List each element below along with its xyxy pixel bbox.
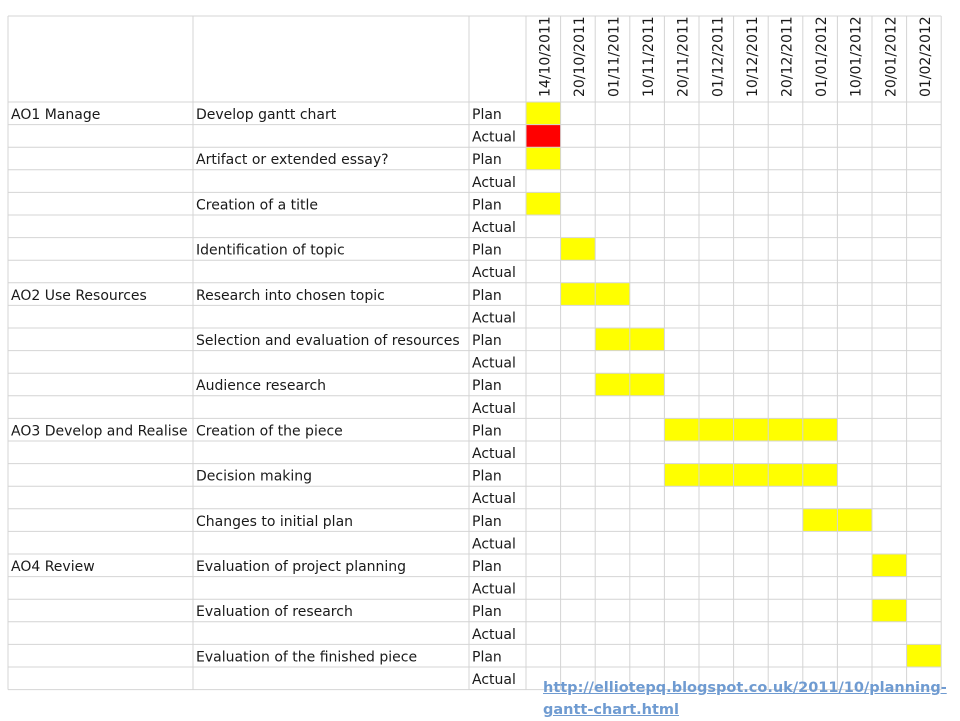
task-label: Changes to initial plan	[196, 514, 353, 530]
task-label: Decision making	[196, 469, 312, 485]
row-kind-label: Plan	[472, 288, 502, 304]
task-label: Creation of a title	[196, 197, 318, 213]
date-header-label: 10/01/2012	[849, 16, 865, 97]
row-kind-label: Actual	[472, 491, 516, 507]
gantt-bar	[664, 463, 838, 487]
date-header-label: 01/12/2011	[710, 16, 726, 97]
date-header-label: 01/01/2012	[814, 16, 830, 97]
gantt-bar	[526, 124, 561, 148]
task-label: Evaluation of the finished piece	[196, 649, 417, 665]
row-kind-label: Actual	[472, 130, 516, 146]
row-kind-label: Actual	[472, 175, 516, 191]
row-kind-label: Plan	[472, 604, 502, 620]
date-header-label: 01/11/2011	[607, 16, 623, 97]
row-kind-label: Actual	[472, 627, 516, 643]
task-label: Audience research	[196, 378, 326, 394]
gantt-bar	[526, 192, 561, 215]
task-label: Identification of topic	[196, 243, 345, 259]
date-header-label: 10/12/2011	[745, 16, 761, 97]
row-kind-label: Plan	[472, 559, 502, 575]
gantt-bar	[872, 554, 907, 577]
row-kind-label: Plan	[472, 197, 502, 213]
row-kind-label: Plan	[472, 469, 502, 485]
section-label: AO3 Develop and Realise	[11, 423, 188, 439]
task-label: Evaluation of research	[196, 604, 353, 620]
row-kind-label: Plan	[472, 333, 502, 349]
row-kind-label: Actual	[472, 446, 516, 462]
date-header-label: 20/01/2012	[883, 16, 899, 97]
row-kind-label: Actual	[472, 536, 516, 552]
row-kind-label: Actual	[472, 310, 516, 326]
row-kind-label: Plan	[472, 423, 502, 439]
date-header-label: 14/10/2011	[537, 16, 553, 97]
task-label: Creation of the piece	[196, 423, 343, 439]
gantt-bar	[872, 599, 907, 622]
date-header-label: 20/11/2011	[676, 16, 692, 97]
section-label: AO4 Review	[11, 559, 95, 575]
row-kind-label: Actual	[472, 220, 516, 236]
gantt-bar	[664, 418, 838, 441]
task-label: Selection and evaluation of resources	[196, 333, 460, 349]
date-header-label: 10/11/2011	[641, 16, 657, 97]
row-kind-label: Plan	[472, 107, 502, 123]
date-header-label: 01/02/2012	[918, 16, 934, 97]
row-kind-label: Actual	[472, 356, 516, 372]
date-header-label: 20/12/2011	[780, 16, 796, 97]
task-label: Research into chosen topic	[196, 288, 385, 304]
row-kind-label: Actual	[472, 582, 516, 598]
row-kind-label: Actual	[472, 265, 516, 281]
task-label: Artifact or extended essay?	[196, 152, 389, 168]
date-header-label: 20/10/2011	[572, 16, 588, 97]
section-label: AO2 Use Resources	[11, 288, 147, 304]
row-kind-label: Plan	[472, 152, 502, 168]
gantt-bar	[560, 237, 596, 261]
row-kind-label: Actual	[472, 672, 516, 688]
source-link[interactable]: http://elliotepq.blogspot.co.uk/2011/10/…	[543, 680, 947, 718]
row-kind-label: Plan	[472, 514, 502, 530]
row-kind-label: Plan	[472, 649, 502, 665]
row-kind-label: Actual	[472, 401, 516, 417]
task-label: Evaluation of project planning	[196, 559, 406, 575]
gantt-bar	[526, 147, 561, 170]
row-kind-label: Plan	[472, 243, 502, 259]
gantt-bar	[906, 644, 942, 667]
section-label: AO1 Manage	[11, 107, 100, 123]
task-label: Develop gantt chart	[196, 107, 337, 123]
row-kind-label: Plan	[472, 378, 502, 394]
gantt-bar	[526, 102, 561, 125]
